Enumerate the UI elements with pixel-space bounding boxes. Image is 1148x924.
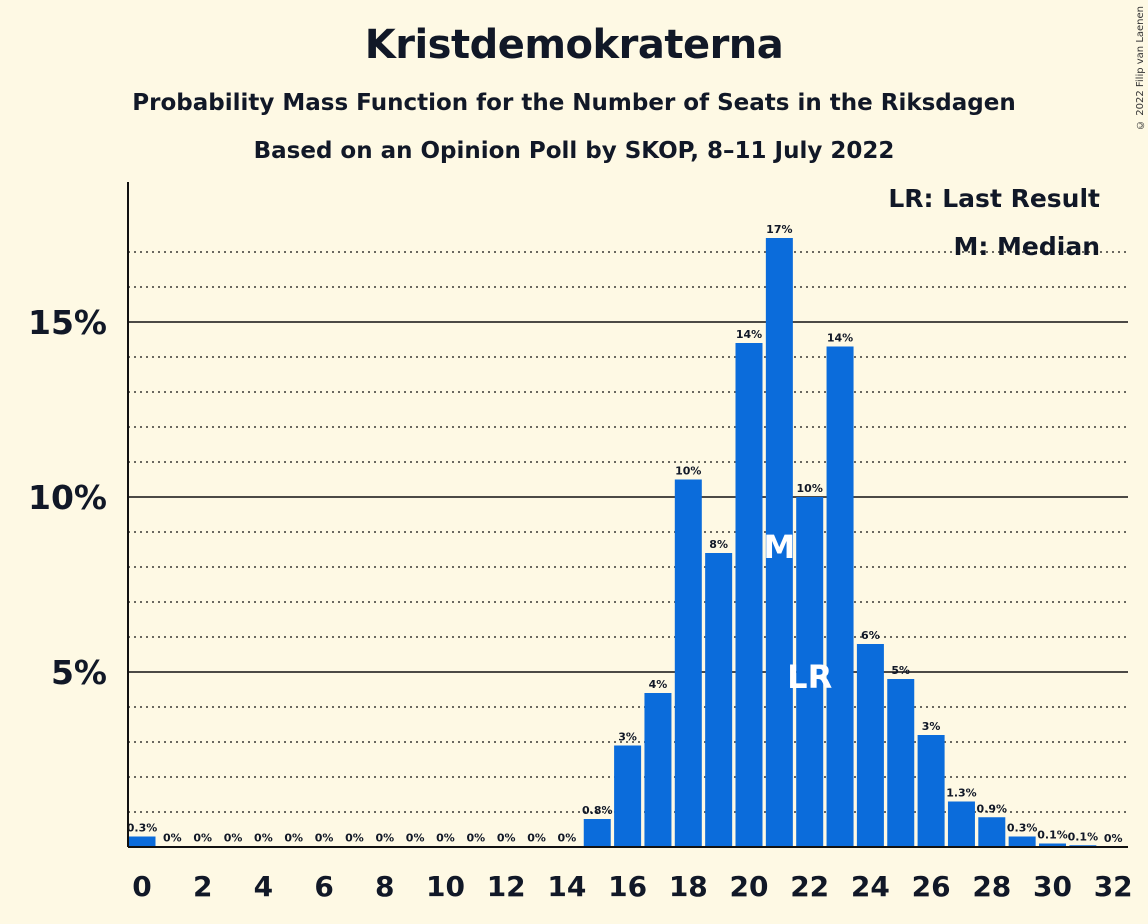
bar-label-seat-7: 0% — [345, 831, 364, 844]
bar-label-seat-18: 10% — [675, 465, 701, 478]
chart-subtitle-source: Based on an Opinion Poll by SKOP, 8–11 J… — [253, 138, 895, 164]
bar-label-seat-12: 0% — [497, 831, 516, 844]
bar-seat-23 — [826, 346, 854, 847]
bar-seat-19 — [705, 553, 733, 847]
x-tick-label: 26 — [912, 870, 951, 903]
x-tick-label: 16 — [608, 870, 647, 903]
legend-last-result: LR: Last Result — [888, 184, 1100, 213]
chart-subtitle: Probability Mass Function for the Number… — [132, 90, 1016, 116]
x-tick-label: 30 — [1033, 870, 1072, 903]
y-tick-label: 15% — [28, 303, 107, 342]
x-tick-label: 24 — [851, 870, 890, 903]
bar-label-seat-28: 0.9% — [977, 802, 1008, 815]
bar-seat-29 — [1008, 836, 1036, 847]
x-tick-label: 10 — [426, 870, 465, 903]
x-tick-label: 32 — [1094, 870, 1133, 903]
bar-label-seat-2: 0% — [193, 831, 212, 844]
bar-label-seat-8: 0% — [375, 831, 394, 844]
bar-seat-15 — [583, 819, 611, 847]
bar-seat-0 — [128, 836, 156, 847]
bar-label-seat-9: 0% — [406, 831, 425, 844]
bar-label-seat-10: 0% — [436, 831, 455, 844]
bar-label-seat-16: 3% — [618, 731, 637, 744]
x-tick-label: 14 — [547, 870, 586, 903]
x-tick-label: 22 — [790, 870, 829, 903]
bar-label-seat-5: 0% — [284, 831, 303, 844]
x-tick-label: 12 — [487, 870, 526, 903]
grid-lines — [128, 251, 1128, 813]
bar-seat-28 — [978, 817, 1006, 847]
bar-label-seat-22: 10% — [797, 482, 823, 495]
bar-label-seat-1: 0% — [163, 831, 182, 844]
bar-label-seat-26: 3% — [922, 720, 941, 733]
y-tick-label: 10% — [28, 478, 107, 517]
bar-seat-16 — [614, 745, 642, 847]
bar-label-seat-23: 14% — [827, 332, 853, 345]
bar-seat-26 — [917, 735, 945, 847]
bars — [128, 238, 1097, 847]
bar-label-seat-15: 0.8% — [582, 804, 613, 817]
bar-seat-30 — [1039, 843, 1066, 847]
bar-seat-27 — [947, 801, 975, 847]
x-tick-labels: 0 2 4 6 8 10 12 14 16 18 20 22 24 26 28 30 32 — [132, 870, 1132, 903]
median-marker: M — [763, 528, 795, 566]
markers: M LR — [763, 528, 832, 696]
bar-seat-20 — [735, 343, 763, 847]
bar-label-seat-13: 0% — [527, 831, 546, 844]
x-tick-label: 8 — [375, 870, 394, 903]
bar-label-seat-25: 5% — [891, 664, 910, 677]
bar-label-seat-3: 0% — [224, 831, 243, 844]
bar-label-seat-6: 0% — [315, 831, 334, 844]
x-tick-label: 18 — [669, 870, 708, 903]
x-tick-label: 28 — [972, 870, 1011, 903]
bar-label-seat-31: 0.1% — [1068, 830, 1099, 843]
bar-seat-24 — [856, 644, 884, 847]
bar-seat-25 — [887, 679, 915, 847]
bar-label-seat-11: 0% — [467, 831, 486, 844]
bar-seat-18 — [674, 479, 702, 847]
chart-title: Kristdemokraterna — [364, 22, 784, 68]
bar-label-seat-21: 17% — [766, 223, 792, 236]
axes — [127, 182, 1128, 848]
bar-label-seat-17: 4% — [649, 678, 668, 691]
bar-label-seat-19: 8% — [709, 538, 728, 551]
legend-median: M: Median — [953, 232, 1100, 261]
bar-label-seat-24: 6% — [861, 629, 880, 642]
last-result-marker: LR — [787, 658, 832, 696]
x-tick-label: 20 — [730, 870, 769, 903]
bar-seat-17 — [644, 693, 672, 847]
x-tick-label: 6 — [314, 870, 333, 903]
bar-seat-21 — [765, 238, 793, 847]
bar-labels: 0.3% 0% 0% 0% 0% 0% 0% 0% 0% 0% 0% 0% 0% 0% 0% 0.8% 3% 4%… — [127, 223, 1123, 845]
x-tick-label: 0 — [132, 870, 151, 903]
bar-label-seat-29: 0.3% — [1007, 822, 1038, 835]
bar-label-seat-20: 14% — [736, 328, 762, 341]
bar-label-seat-30: 0.1% — [1037, 829, 1068, 842]
bar-label-seat-4: 0% — [254, 831, 273, 844]
bar-seat-22 — [796, 497, 824, 847]
y-tick-label: 5% — [51, 653, 107, 692]
bar-label-seat-27: 1.3% — [946, 787, 977, 800]
bar-label-seat-14: 0% — [558, 831, 577, 844]
bar-label-seat-32: 0% — [1104, 832, 1123, 845]
x-tick-label: 4 — [254, 870, 273, 903]
y-tick-labels: 5% 10% 15% — [28, 303, 107, 692]
x-tick-label: 2 — [193, 870, 212, 903]
bar-label-seat-0: 0.3% — [127, 822, 158, 835]
